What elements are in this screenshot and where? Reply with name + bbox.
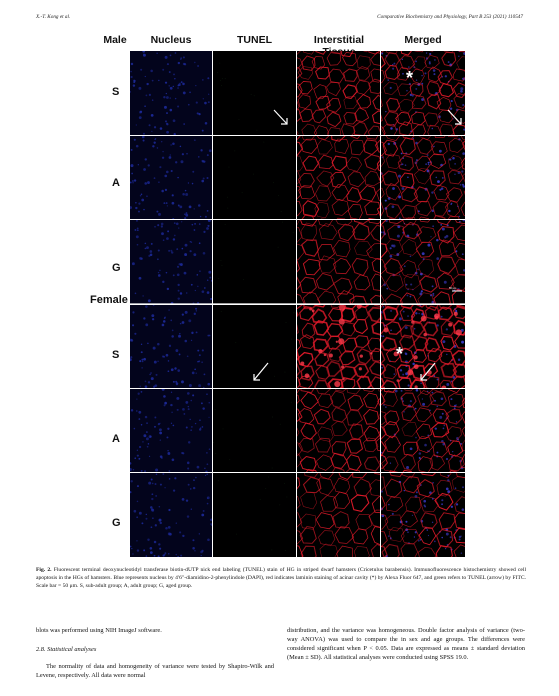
group-label-female: Female <box>90 294 128 306</box>
body-paragraph-2: The normality of data and homogeneity of… <box>36 663 274 679</box>
arrow-tunel-male-s <box>273 109 288 125</box>
row-label-male-subadult: S <box>112 86 120 98</box>
asterisk-acinar-cavity-male: * <box>406 68 413 88</box>
panel-merged-female-a <box>381 389 465 472</box>
panel-tunel-female-g <box>213 473 296 557</box>
row-label-female-adult: A <box>112 433 120 445</box>
figure-caption-text: Fluorescent terminal deoxynucleotidyl tr… <box>36 567 526 589</box>
column-label-male: Male <box>103 34 127 46</box>
row-label-male-aged: G <box>112 262 121 274</box>
panel-interstitial-male-s <box>297 51 380 135</box>
panel-nucleus-male-s <box>130 51 212 135</box>
section-heading-statistical-analyses: 2.8. Statistical analyses <box>36 646 97 653</box>
scale-bar: 50 μm <box>449 286 462 292</box>
figure-caption: Fig. 2. Fluorescent terminal deoxynucleo… <box>36 566 526 590</box>
row-label-female-subadult: S <box>112 349 120 361</box>
panel-interstitial-male-g <box>297 220 380 304</box>
panel-tunel-female-a <box>213 389 296 472</box>
panel-tunel-female-s <box>213 305 296 388</box>
column-label-tunel: TUNEL <box>237 34 272 46</box>
body-paragraph-1: blots was performed using NIH ImageJ sof… <box>36 627 162 634</box>
panel-merged-male-g <box>381 220 465 304</box>
panel-interstitial-female-a <box>297 389 380 472</box>
panel-merged-female-s <box>381 305 465 388</box>
panel-nucleus-female-a <box>130 389 212 472</box>
panel-nucleus-female-s <box>130 305 212 388</box>
arrow-tunel-female-s <box>253 362 269 381</box>
panel-nucleus-female-g <box>130 473 212 557</box>
panel-tunel-male-a <box>213 136 296 219</box>
panel-tunel-male-g <box>213 220 296 304</box>
arrow-merged-female-s <box>420 362 436 381</box>
panel-interstitial-female-g <box>297 473 380 557</box>
figure-caption-label: Fig. 2. <box>36 567 52 573</box>
arrow-merged-male-s <box>447 109 462 125</box>
panel-interstitial-female-s <box>297 305 380 388</box>
panel-nucleus-male-g <box>130 220 212 304</box>
running-header-journal: Comparative Biochemistry and Physiology,… <box>377 14 523 20</box>
column-label-nucleus: Nucleus <box>150 34 192 46</box>
panel-merged-male-a <box>381 136 465 219</box>
running-header-authors: X.-T. Kong et al. <box>36 14 71 20</box>
panel-tunel-male-s <box>213 51 296 135</box>
row-label-male-adult: A <box>112 177 120 189</box>
panel-nucleus-male-a <box>130 136 212 219</box>
column-label-merged: Merged <box>404 34 442 46</box>
row-label-female-aged: G <box>112 517 121 529</box>
body-column-right: distribution, and the variance was homog… <box>287 627 525 661</box>
body-column-left: blots was performed using NIH ImageJ sof… <box>36 626 274 680</box>
panel-merged-female-g <box>381 473 465 557</box>
scale-bar-label: 50 μm <box>449 286 456 290</box>
asterisk-acinar-cavity-female: * <box>396 344 403 364</box>
panel-interstitial-male-a <box>297 136 380 219</box>
panel-merged-male-s <box>381 51 465 135</box>
